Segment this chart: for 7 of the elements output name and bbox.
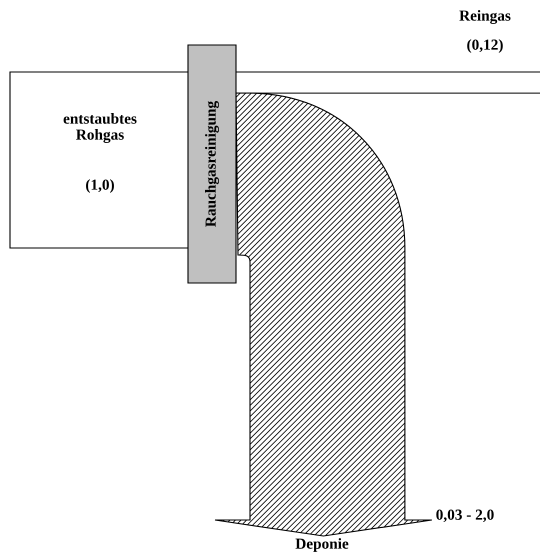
data-label: 0,03 - 2,0	[436, 510, 494, 522]
text: Rauchgasreinigung	[205, 101, 219, 227]
data-label: (0,12)	[467, 39, 503, 53]
data-label: (1,0)	[86, 179, 114, 193]
category-label: Reingas	[459, 10, 511, 24]
category-label: Deponie	[296, 538, 348, 552]
category-label: entstaubtes Rohgas	[64, 113, 137, 143]
